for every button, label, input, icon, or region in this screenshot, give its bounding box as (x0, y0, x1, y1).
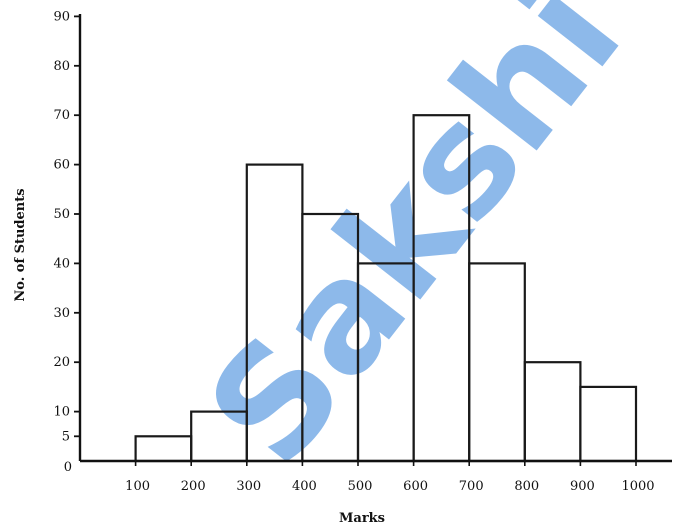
histogram-bar (301, 212, 360, 463)
histogram-bar (579, 385, 638, 463)
y-tick-label: 80 (53, 59, 70, 74)
histogram-bar (245, 163, 304, 463)
x-tick-label: 200 (181, 479, 206, 494)
y-tick-label: 40 (53, 256, 70, 271)
x-tick-label: 700 (459, 479, 484, 494)
x-tick-label: 100 (125, 479, 150, 494)
y-tick-label: 50 (53, 207, 70, 222)
axes (74, 14, 672, 466)
x-tick-label: 1000 (621, 479, 654, 494)
y-tick-label: 20 (53, 355, 70, 370)
histogram-bar (190, 410, 248, 463)
y-tick-label: 90 (53, 9, 70, 24)
x-axis-title: Marks (339, 511, 385, 526)
x-tick-label: 400 (292, 479, 317, 494)
histogram-bar (468, 262, 526, 463)
x-tick-label: 500 (348, 479, 373, 494)
y-tick-label: 60 (53, 158, 70, 173)
y-tick-label: 70 (53, 108, 70, 123)
histogram-bar (134, 435, 193, 463)
y-tick-label: 5 (62, 429, 70, 444)
y-tick-label: 10 (53, 405, 70, 420)
x-tick-label: 300 (236, 479, 261, 494)
histogram-bar (356, 262, 415, 463)
x-tick-label: 900 (570, 479, 595, 494)
y-tick-label: 30 (53, 306, 70, 321)
histogram-bar (412, 114, 471, 463)
y-axis-title: No. of Students (13, 188, 28, 301)
x-tick-label: 800 (514, 479, 539, 494)
origin-label: 0 (64, 460, 72, 475)
x-tick-label: 600 (403, 479, 428, 494)
histogram-bar (523, 361, 582, 463)
